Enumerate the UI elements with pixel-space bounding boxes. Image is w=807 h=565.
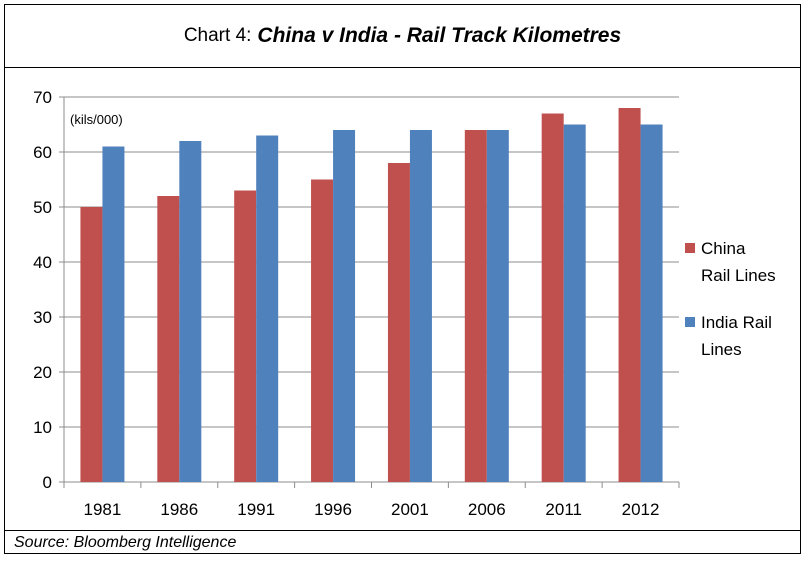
bar-china-2012 <box>618 108 641 482</box>
x-tick-label: 2011 <box>545 500 582 519</box>
x-tick-label: 2006 <box>468 500 506 519</box>
x-tick-label: 1996 <box>314 500 352 519</box>
legend-swatch-india <box>685 317 695 327</box>
bar-india-1996 <box>333 130 356 482</box>
y-tick-label: 50 <box>33 198 52 217</box>
bar-india-1991 <box>256 135 279 482</box>
x-tick-label: 1986 <box>160 500 198 519</box>
bar-china-1981 <box>80 207 103 482</box>
bar-india-1986 <box>179 141 202 482</box>
chart-title-box: Chart 4: China v India - Rail Track Kilo… <box>4 4 801 68</box>
legend-label-china: China <box>701 239 746 258</box>
legend-swatch-china <box>685 243 695 253</box>
legend-label-india: Lines <box>701 340 742 359</box>
bar-india-2011 <box>563 124 586 482</box>
y-tick-label: 70 <box>33 88 52 107</box>
bar-india-2006 <box>486 130 509 482</box>
bar-india-2001 <box>409 130 432 482</box>
y-tick-label: 10 <box>33 418 52 437</box>
y-tick-label: 60 <box>33 143 52 162</box>
chart-title-prefix: Chart 4: <box>183 24 252 46</box>
x-tick-label: 2012 <box>622 500 660 519</box>
bar-china-2006 <box>464 130 487 482</box>
source-note: Source: Bloomberg Intelligence <box>4 530 801 554</box>
bar-china-1991 <box>234 190 257 482</box>
legend-label-china: Rail Lines <box>701 266 776 285</box>
y-tick-label: 40 <box>33 253 52 272</box>
chart-title: China v India - Rail Track Kilometres <box>257 23 622 47</box>
bar-china-1986 <box>157 196 180 482</box>
x-tick-label: 1991 <box>237 500 275 519</box>
y-tick-label: 20 <box>33 363 52 382</box>
x-tick-label: 2001 <box>391 500 429 519</box>
x-tick-label: 1981 <box>84 500 122 519</box>
bar-china-2001 <box>387 163 410 482</box>
y-tick-label: 30 <box>33 308 52 327</box>
bar-india-1981 <box>102 146 125 482</box>
bar-india-2012 <box>640 124 663 482</box>
legend-label-india: India Rail <box>701 313 772 332</box>
bar-china-2011 <box>541 113 564 482</box>
y-tick-label: 0 <box>43 473 52 492</box>
chart-frame <box>4 4 801 554</box>
bar-china-1996 <box>311 179 334 482</box>
unit-label: (kils/000) <box>70 112 123 127</box>
